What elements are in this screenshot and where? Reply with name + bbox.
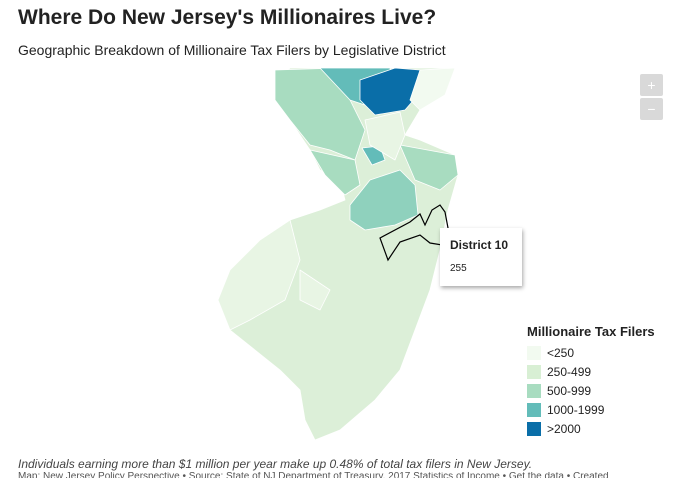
legend-item: 500-999 — [527, 381, 655, 400]
district-region — [359, 67, 421, 116]
district-region — [364, 111, 406, 161]
legend: Millionaire Tax Filers <250 250-499 500-99… — [527, 324, 655, 438]
legend-label: 500-999 — [547, 383, 592, 398]
legend-label: <250 — [547, 345, 575, 360]
district-region — [409, 67, 456, 111]
legend-swatch — [527, 421, 541, 436]
district-region — [217, 219, 301, 331]
legend-label: 1000-1999 — [547, 402, 605, 417]
legend-swatch — [527, 364, 541, 379]
district-region — [299, 269, 331, 311]
title: Where Do New Jersey's Millionaires Live? — [18, 6, 437, 29]
footnote: Individuals earning more than $1 million… — [18, 457, 533, 471]
district-region — [399, 144, 459, 191]
map — [217, 67, 459, 441]
legend-item: 1000-1999 — [527, 400, 655, 419]
legend-swatch — [527, 402, 541, 417]
legend-item: >2000 — [527, 419, 655, 438]
district-10-outline — [379, 204, 449, 262]
zoom-in[interactable]: + — [640, 74, 663, 96]
tooltip: District 10 255 — [440, 228, 522, 286]
district-region — [309, 149, 361, 196]
tooltip-name: District 10 — [450, 238, 509, 252]
subtitle: Geographic Breakdown of Millionaire Tax … — [18, 42, 446, 58]
tooltip-value: 255 — [450, 263, 467, 274]
legend-swatch — [527, 383, 541, 398]
legend-title: Millionaire Tax Filers — [527, 324, 655, 339]
legend-swatch — [527, 345, 541, 360]
legend-item: 250-499 — [527, 362, 655, 381]
legend-label: 250-499 — [547, 364, 592, 379]
zoom-out[interactable]: − — [640, 98, 663, 120]
legend-label: >2000 — [547, 421, 581, 436]
source: Map: New Jersey Policy Perspective • Sou… — [18, 472, 609, 478]
legend-item: <250 — [527, 343, 655, 362]
